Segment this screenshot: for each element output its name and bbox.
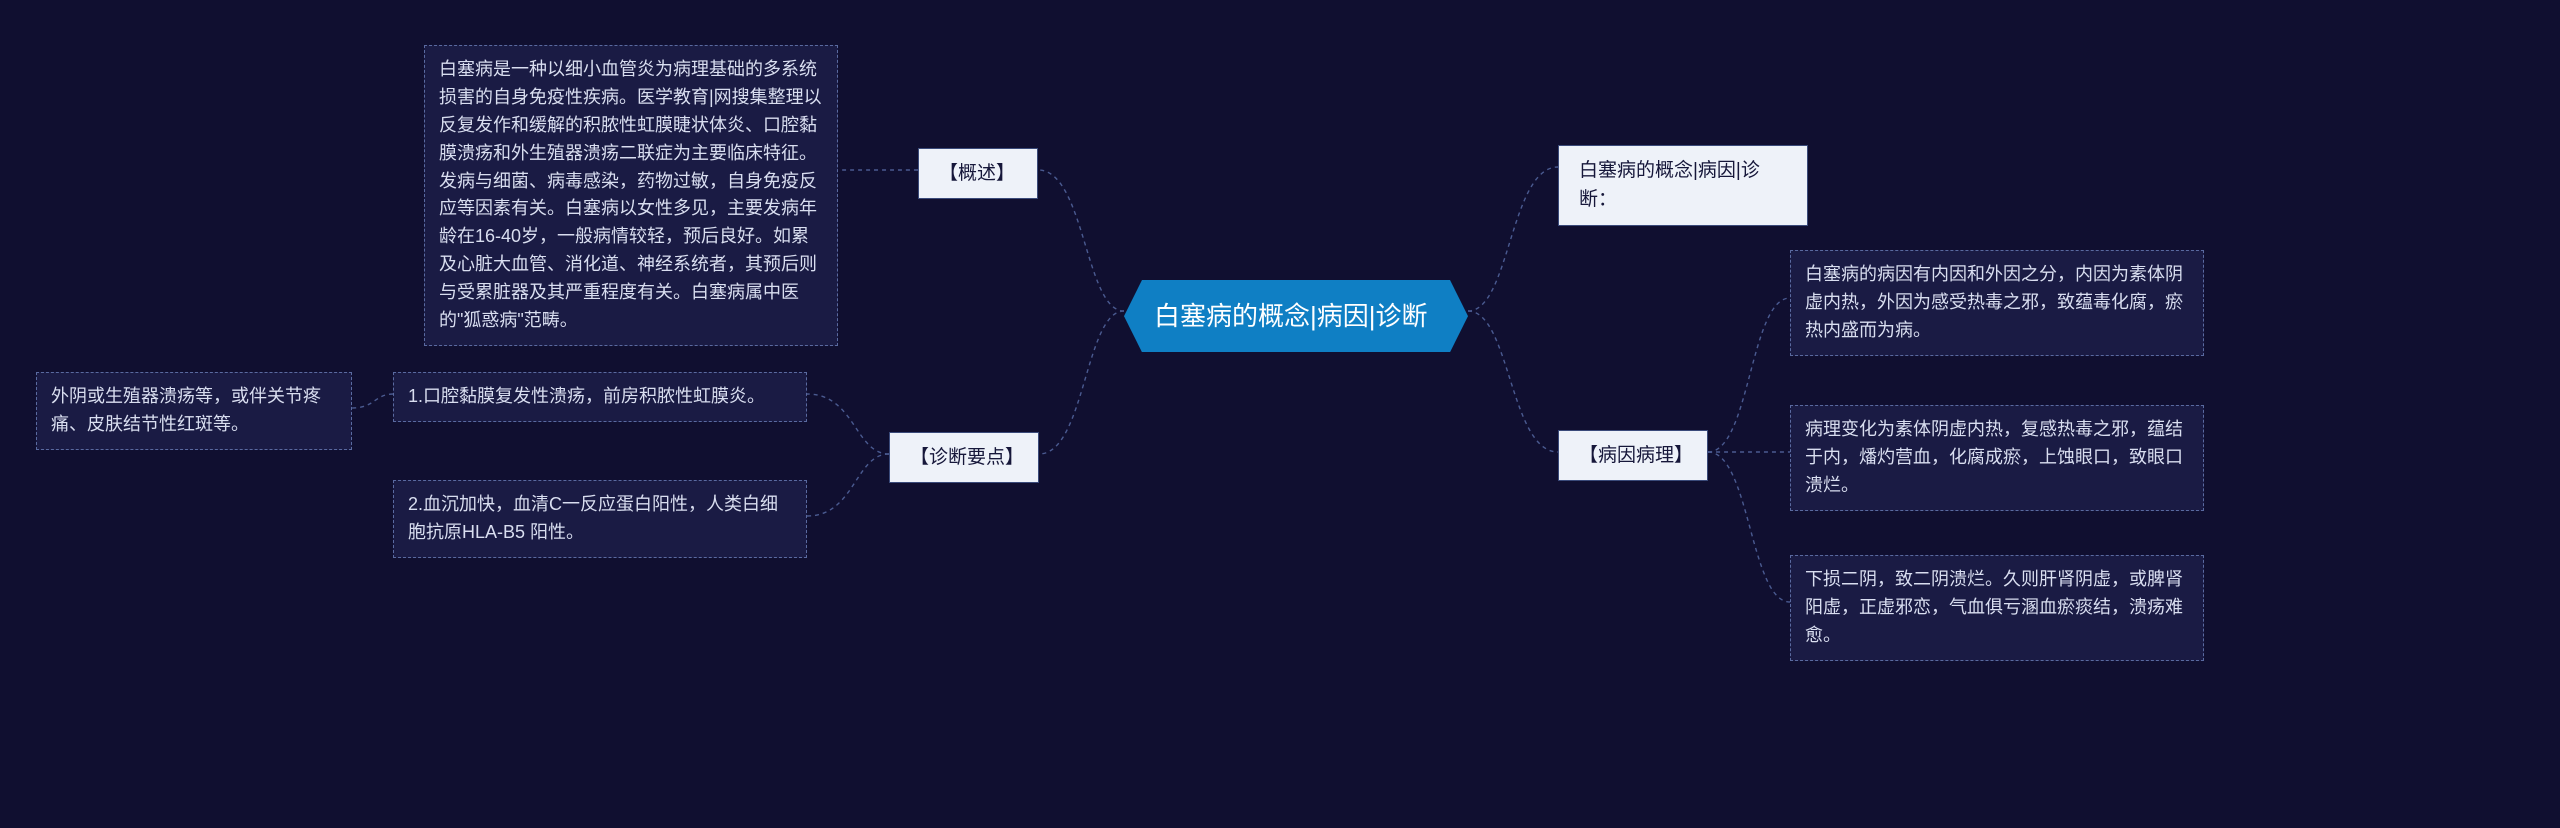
branch-etiology[interactable]: 【病因病理】 [1558, 430, 1708, 481]
leaf-diagnosis-1-sub: 外阴或生殖器溃疡等，或伴关节疼痛、皮肤结节性红斑等。 [36, 372, 352, 450]
branch-overview[interactable]: 【概述】 [918, 148, 1038, 199]
branch-diagnosis[interactable]: 【诊断要点】 [889, 432, 1039, 483]
leaf-diagnosis-1: 1.口腔黏膜复发性溃疡，前房积脓性虹膜炎。 [393, 372, 807, 422]
connector [1708, 452, 1790, 602]
connector [1708, 298, 1790, 452]
connector [807, 454, 889, 516]
connector [1468, 311, 1558, 452]
connector [1039, 311, 1124, 454]
connector [807, 394, 889, 454]
connector [1038, 170, 1124, 311]
leaf-etiology-3: 下损二阴，致二阴溃烂。久则肝肾阴虚，或脾肾阳虚，正虚邪恋，气血俱亏溷血瘀痰结，溃… [1790, 555, 2204, 661]
leaf-diagnosis-2: 2.血沉加快，血清C一反应蛋白阳性，人类白细胞抗原HLA-B5 阳性。 [393, 480, 807, 558]
connector [352, 394, 393, 408]
leaf-overview-text: 白塞病是一种以细小血管炎为病理基础的多系统损害的自身免疫性疾病。医学教育|网搜集… [424, 45, 838, 346]
branch-concept[interactable]: 白塞病的概念|病因|诊断： [1558, 145, 1808, 226]
leaf-etiology-2: 病理变化为素体阴虚内热，复感热毒之邪，蕴结于内，燔灼营血，化腐成瘀，上蚀眼口，致… [1790, 405, 2204, 511]
root-node[interactable]: 白塞病的概念|病因|诊断 [1124, 280, 1468, 352]
leaf-etiology-1: 白塞病的病因有内因和外因之分，内因为素体阴虚内热，外因为感受热毒之邪，致蕴毒化腐… [1790, 250, 2204, 356]
connector [1468, 167, 1558, 311]
